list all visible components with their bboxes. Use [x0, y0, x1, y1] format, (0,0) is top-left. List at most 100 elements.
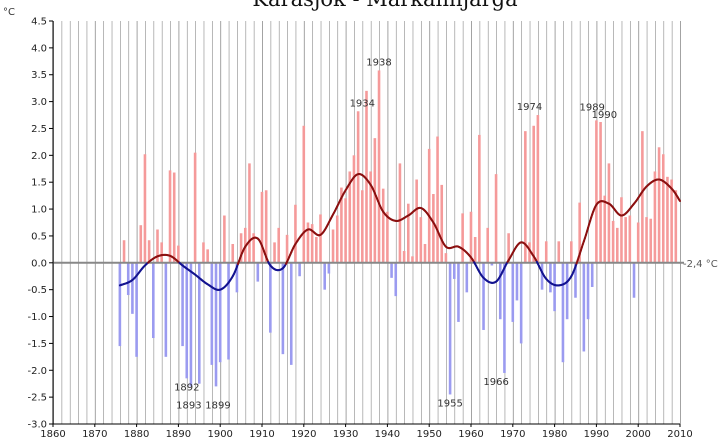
bar-1919	[298, 262, 301, 277]
x-tick-label: 1880	[124, 429, 149, 439]
bar-1886	[160, 242, 163, 263]
bar-1915	[281, 262, 285, 355]
x-tick-label: 1870	[82, 429, 107, 439]
bar-1911	[264, 190, 268, 263]
bar-1973	[524, 131, 527, 263]
annotation-1899: 1899	[205, 400, 230, 411]
bar-1966	[494, 174, 498, 263]
bar-1891	[181, 262, 184, 347]
annotation-1966: 1966	[483, 377, 508, 388]
bar-1896	[202, 242, 205, 263]
bar-1988	[586, 262, 590, 320]
bar-1929	[340, 187, 343, 263]
y-tick-label: 2.5	[31, 124, 47, 135]
bar-1993	[607, 163, 611, 263]
bar-1925	[323, 262, 326, 290]
bar-1933	[356, 111, 360, 263]
y-tick-label: 4.5	[31, 17, 47, 28]
bar-2002	[645, 217, 648, 263]
bar-1927	[331, 229, 335, 263]
annotation-1974: 1974	[517, 102, 542, 113]
bar-1883	[147, 240, 151, 263]
bar-1965	[490, 262, 494, 266]
bar-1977	[540, 262, 544, 290]
bar-1910	[260, 191, 264, 263]
bar-1895	[198, 262, 201, 384]
bar-1986	[578, 202, 581, 263]
bar-1942	[394, 262, 398, 297]
bar-1995	[616, 227, 619, 263]
bar-1902	[227, 262, 230, 360]
x-tick-label: 1980	[542, 429, 567, 439]
bar-1970	[511, 262, 515, 322]
annotation-1934: 1934	[350, 98, 375, 109]
bar-1898	[210, 262, 214, 365]
bar-1926	[327, 262, 331, 274]
bar-1912	[269, 262, 272, 333]
bar-1948	[419, 217, 423, 263]
y-tick-label: -0.5	[27, 285, 47, 296]
y-tick-label: -2.5	[27, 393, 47, 404]
bar-1922	[310, 224, 314, 263]
bar-1930	[344, 198, 347, 263]
bar-1887	[164, 262, 168, 357]
y-tick-label: 2.0	[31, 151, 47, 162]
bar-1957	[457, 262, 460, 322]
bar-1944	[402, 250, 406, 263]
bar-1987	[582, 262, 586, 352]
bar-1980	[553, 262, 556, 312]
bar-1928	[335, 215, 339, 263]
x-tick-label: 1990	[584, 429, 609, 439]
bar-1994	[611, 220, 615, 263]
bar-1945	[407, 203, 410, 263]
bar-1962	[478, 134, 481, 263]
bar-1894	[193, 152, 197, 263]
x-tick-label: 2010	[667, 429, 692, 439]
axes: -3.0 -2.5 -2.0 -1.5 -1.0 -0.5 0.0 0.5 1.0 1.5 2.0 2…	[27, 17, 692, 439]
annotation-1893: 1893	[176, 400, 201, 411]
bar-1920	[302, 125, 306, 263]
bar-1907	[248, 163, 251, 263]
y-tick-label: 0.5	[31, 231, 47, 242]
y-tick-label: 1.5	[31, 178, 47, 189]
x-tick-label: 1860	[40, 429, 65, 439]
bar-2009	[674, 190, 678, 263]
bar-1932	[352, 155, 356, 263]
bars	[118, 70, 678, 395]
bar-2000	[636, 222, 640, 263]
bar-1892	[185, 262, 189, 379]
bar-1900	[218, 262, 222, 363]
bar-1983	[565, 262, 569, 320]
bar-1963	[482, 262, 485, 330]
y-tick-label: 3.0	[31, 97, 47, 108]
y-tick-label: -2.0	[27, 366, 47, 377]
reference-label: -2,4 °C	[683, 259, 718, 270]
bar-1921	[306, 222, 310, 263]
annotation-1938: 1938	[366, 57, 391, 68]
smoothed-curve	[118, 173, 681, 291]
bar-1916	[285, 234, 289, 263]
bar-1975	[532, 125, 535, 263]
bar-1990	[595, 120, 598, 263]
bar-1982	[561, 262, 565, 363]
x-tick-label: 1900	[207, 429, 232, 439]
bar-1876	[118, 262, 122, 347]
bar-1884	[152, 262, 155, 339]
x-tick-label: 1970	[500, 429, 525, 439]
x-tick-label: 1960	[458, 429, 483, 439]
bar-1931	[348, 171, 352, 263]
bar-1997	[624, 217, 627, 263]
bar-1888	[168, 170, 172, 263]
y-tick-label: -3.0	[27, 420, 47, 431]
x-tick-label: 1930	[333, 429, 358, 439]
bar-1991	[599, 122, 602, 263]
y-tick-label: -1.0	[27, 312, 47, 323]
x-tick-label: 1890	[166, 429, 191, 439]
bar-1923	[315, 237, 318, 263]
bar-1939	[381, 188, 385, 263]
bar-1972	[519, 262, 523, 344]
y-tick-label: 4.0	[31, 43, 47, 54]
bar-1992	[603, 195, 607, 263]
bar-1964	[486, 227, 490, 263]
bar-1936	[369, 171, 372, 263]
